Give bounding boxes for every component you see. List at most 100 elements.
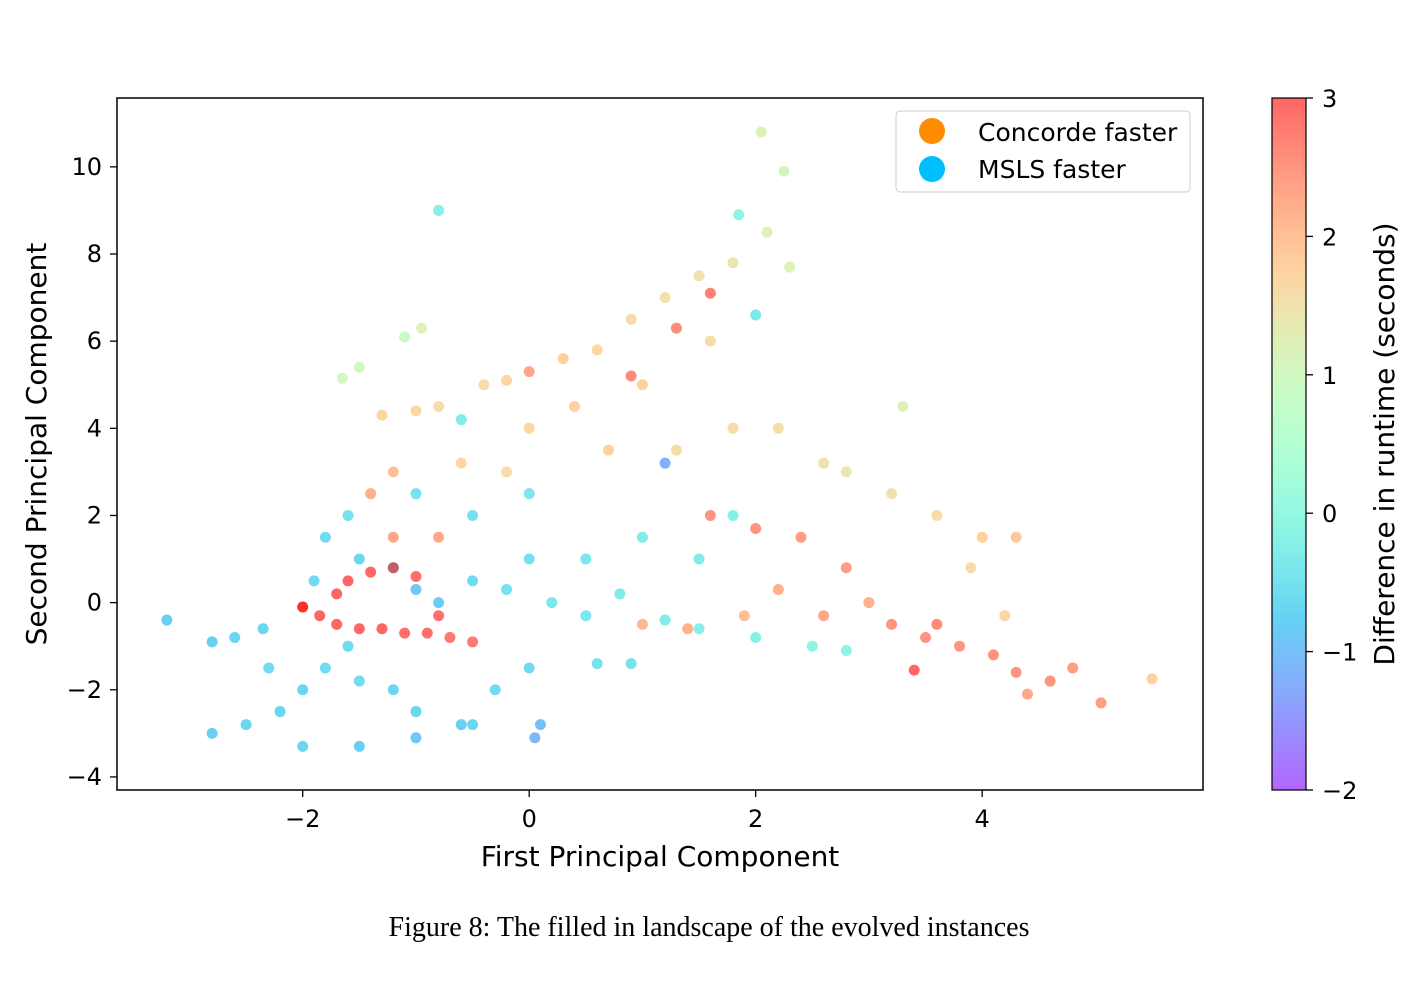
data-point (314, 610, 326, 622)
data-point (1146, 673, 1158, 685)
data-point (772, 584, 784, 596)
data-point (455, 457, 467, 469)
colorbar-tick-label: −2 (1322, 777, 1357, 805)
data-point (353, 553, 365, 565)
colorbar-tick-label: −1 (1322, 639, 1357, 667)
data-point (908, 664, 920, 676)
data-point (840, 466, 852, 478)
data-point (761, 226, 773, 238)
data-point (920, 631, 932, 643)
data-point (308, 575, 320, 587)
data-point (297, 740, 309, 752)
data-point (636, 531, 648, 543)
y-tick-label: −2 (67, 676, 102, 704)
x-tick-label: −2 (285, 805, 320, 833)
data-point (636, 618, 648, 630)
data-point (591, 344, 603, 356)
data-point (670, 322, 682, 334)
data-point (670, 444, 682, 456)
data-point (387, 562, 399, 574)
data-point (965, 562, 977, 574)
data-point (410, 706, 422, 718)
data-point (625, 313, 637, 325)
data-point (886, 488, 898, 500)
data-point (399, 331, 411, 343)
data-point (806, 640, 818, 652)
data-point (682, 623, 694, 635)
data-point (240, 719, 252, 731)
legend-label-concorde: Concorde faster (978, 118, 1178, 147)
data-point (778, 165, 790, 177)
data-point (988, 649, 1000, 661)
data-point (693, 553, 705, 565)
y-axis: −4 −2 0 2 4 6 8 10 (67, 153, 117, 791)
data-point (342, 509, 354, 521)
data-point (625, 658, 637, 670)
data-point (704, 509, 716, 521)
data-point (455, 414, 467, 426)
x-tick-label: 2 (748, 805, 763, 833)
data-point (750, 523, 762, 535)
data-point (1067, 662, 1079, 674)
data-point (501, 584, 513, 596)
data-point (625, 370, 637, 382)
data-point (376, 623, 388, 635)
data-point (602, 444, 614, 456)
data-point (433, 610, 445, 622)
data-point (353, 361, 365, 373)
data-point (1095, 697, 1107, 709)
data-point (410, 584, 422, 596)
data-point (659, 292, 671, 304)
x-axis-label: First Principal Component (481, 840, 840, 873)
data-point (467, 636, 479, 648)
data-point (693, 270, 705, 282)
data-point (353, 623, 365, 635)
data-point (523, 553, 535, 565)
colorbar-tick-label: 2 (1322, 223, 1337, 251)
y-tick-label: 2 (87, 501, 102, 529)
data-point (229, 631, 241, 643)
data-point (274, 706, 286, 718)
data-point (342, 640, 354, 652)
data-point (818, 610, 830, 622)
data-point (387, 531, 399, 543)
data-point (263, 662, 275, 674)
data-point (1021, 688, 1033, 700)
data-point (931, 509, 943, 521)
data-point (704, 287, 716, 299)
data-point (331, 588, 343, 600)
plot-frame (116, 97, 1204, 791)
data-point (353, 740, 365, 752)
data-point (772, 422, 784, 434)
data-point (353, 675, 365, 687)
data-point (523, 422, 535, 434)
data-point (365, 488, 377, 500)
data-point (840, 645, 852, 657)
data-point (840, 562, 852, 574)
data-point (336, 372, 348, 384)
legend-marker-msls (919, 156, 945, 182)
data-point (467, 719, 479, 731)
data-point (433, 597, 445, 609)
data-point (319, 531, 331, 543)
data-point (580, 610, 592, 622)
data-point (976, 531, 988, 543)
data-point (433, 401, 445, 413)
data-point (795, 531, 807, 543)
data-point (161, 614, 173, 626)
data-point (738, 610, 750, 622)
data-point (297, 684, 309, 696)
data-point (319, 662, 331, 674)
data-point (365, 566, 377, 578)
data-point (489, 684, 501, 696)
data-point (416, 322, 428, 334)
data-point (523, 488, 535, 500)
data-point (727, 422, 739, 434)
legend-label-msls: MSLS faster (978, 155, 1127, 184)
x-axis: −2 0 2 4 (285, 790, 990, 833)
data-point (410, 570, 422, 582)
colorbar-label: Difference in runtime (seconds) (1368, 222, 1401, 665)
data-point (1010, 531, 1022, 543)
data-point (529, 732, 541, 744)
data-point (410, 732, 422, 744)
